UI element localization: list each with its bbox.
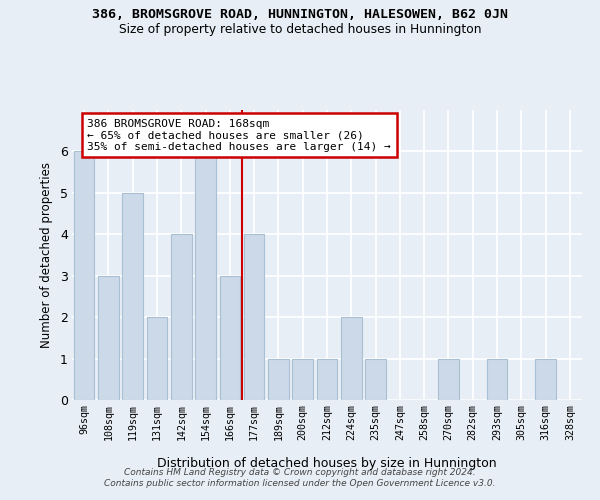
Bar <box>317 358 337 400</box>
Bar <box>535 358 556 400</box>
Bar <box>98 276 119 400</box>
Text: 386, BROMSGROVE ROAD, HUNNINGTON, HALESOWEN, B62 0JN: 386, BROMSGROVE ROAD, HUNNINGTON, HALESO… <box>92 8 508 20</box>
Bar <box>244 234 265 400</box>
Bar <box>487 358 508 400</box>
Bar <box>146 317 167 400</box>
Text: Size of property relative to detached houses in Hunnington: Size of property relative to detached ho… <box>119 22 481 36</box>
Bar <box>171 234 191 400</box>
Bar <box>268 358 289 400</box>
Text: 386 BROMSGROVE ROAD: 168sqm
← 65% of detached houses are smaller (26)
35% of sem: 386 BROMSGROVE ROAD: 168sqm ← 65% of det… <box>88 118 391 152</box>
Bar <box>341 317 362 400</box>
Text: Distribution of detached houses by size in Hunnington: Distribution of detached houses by size … <box>157 458 497 470</box>
Bar <box>365 358 386 400</box>
Bar <box>122 193 143 400</box>
Bar <box>220 276 240 400</box>
Y-axis label: Number of detached properties: Number of detached properties <box>40 162 53 348</box>
Bar <box>195 152 216 400</box>
Bar <box>438 358 459 400</box>
Bar <box>74 152 94 400</box>
Text: Contains HM Land Registry data © Crown copyright and database right 2024.
Contai: Contains HM Land Registry data © Crown c… <box>104 468 496 487</box>
Bar <box>292 358 313 400</box>
